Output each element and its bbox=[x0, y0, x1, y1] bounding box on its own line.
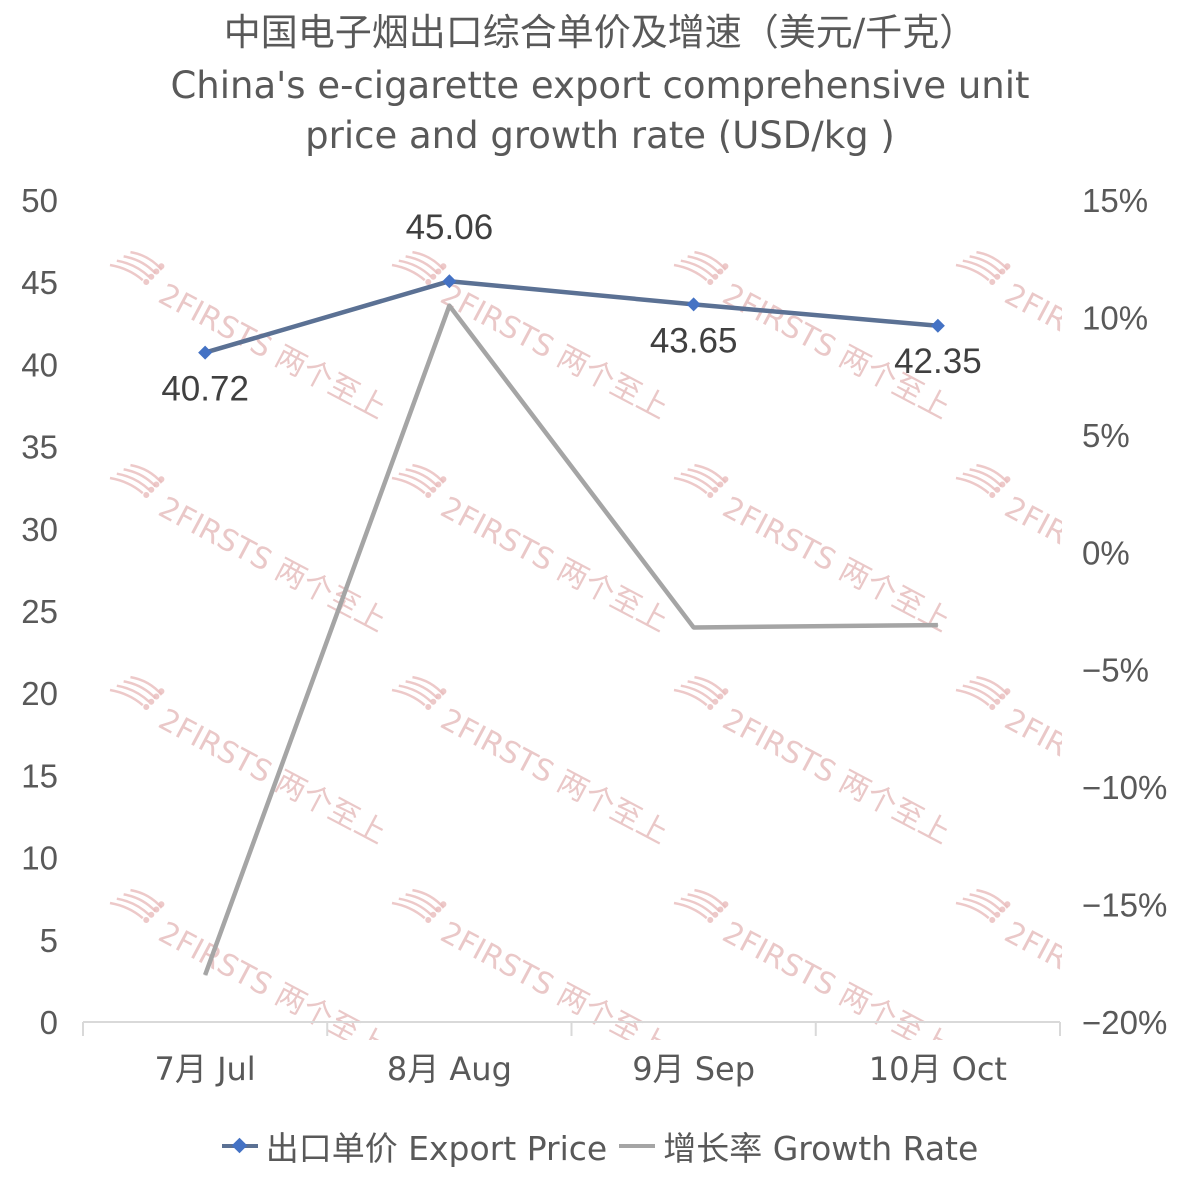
watermark-logo: 2FIRSTS 两个至上 bbox=[955, 250, 1062, 426]
y-left-tick-label: 35 bbox=[21, 429, 58, 466]
legend-label-growth-rate: 增长率 Growth Rate bbox=[663, 1129, 979, 1168]
watermark-logo: 2FIRSTS 两个至上 bbox=[109, 675, 392, 851]
y-right-tick-label: −20% bbox=[1082, 1004, 1167, 1041]
watermark-text: 2FIRSTS 两个至上 bbox=[435, 915, 674, 1064]
y-left-tick-label: 5 bbox=[40, 922, 58, 959]
watermark-text: 2FIRSTS 两个至上 bbox=[435, 702, 674, 851]
data-point-export-price bbox=[442, 274, 457, 289]
data-point-export-price bbox=[198, 345, 213, 360]
y-left-tick-label: 15 bbox=[21, 757, 58, 794]
chart-title-english-line1: China's e-cigarette export comprehensive… bbox=[170, 64, 1030, 107]
watermark-logo: 2FIRSTS 两个至上 bbox=[955, 675, 1062, 851]
watermark-logo: 2FIRSTS 两个至上 bbox=[673, 888, 956, 1064]
y-left-tick-label: 45 bbox=[21, 264, 58, 301]
series-line-export-price bbox=[204, 278, 939, 355]
watermark-logo: 2FIRSTS 两个至上 bbox=[109, 888, 392, 1064]
y-left-tick-label: 30 bbox=[21, 511, 58, 548]
y-right-tick-label: 0% bbox=[1082, 534, 1130, 571]
watermark-text: 2FIRSTS 两个至上 bbox=[999, 915, 1200, 1064]
y-right-tick-label: 5% bbox=[1082, 417, 1130, 454]
watermark-text: 2FIRSTS 两个至上 bbox=[717, 702, 956, 851]
chart-title-english-line2: price and growth rate (USD/kg ) bbox=[305, 114, 895, 157]
data-label-export-price: 45.06 bbox=[406, 208, 494, 247]
watermark-logo: 2FIRSTS 两个至上 bbox=[673, 463, 956, 639]
watermark-text: 2FIRSTS 两个至上 bbox=[717, 915, 956, 1064]
y-right-tick-label: 15% bbox=[1082, 182, 1148, 219]
data-label-export-price: 43.65 bbox=[650, 321, 738, 360]
y-left-tick-label: 20 bbox=[21, 675, 58, 712]
legend-item-export-price: 出口单价 Export Price bbox=[221, 1122, 608, 1170]
watermark-logo: 2FIRSTS 两个至上 bbox=[955, 463, 1062, 639]
y-left-tick-label: 40 bbox=[21, 346, 58, 383]
watermark-logo: 2FIRSTS 两个至上 bbox=[673, 675, 956, 851]
data-point-export-price bbox=[686, 297, 701, 312]
watermark-logo: 2FIRSTS 两个至上 bbox=[391, 250, 674, 426]
x-tick-label: 9月 Sep bbox=[632, 1050, 755, 1088]
data-point-export-price bbox=[930, 318, 945, 333]
legend-label-export-price: 出口单价 Export Price bbox=[265, 1129, 608, 1168]
y-left-tick-label: 0 bbox=[40, 1004, 58, 1041]
y-right-tick-label: −15% bbox=[1082, 887, 1167, 924]
x-tick-label: 7月 Jul bbox=[155, 1050, 256, 1088]
y-right-tick-label: −10% bbox=[1082, 769, 1167, 806]
data-point-growth-rate bbox=[693, 626, 695, 628]
watermark-text: 2FIRSTS 两个至上 bbox=[435, 490, 674, 639]
y-right-tick-label: 10% bbox=[1082, 299, 1148, 336]
y-left-tick-label: 25 bbox=[21, 593, 58, 630]
data-point-growth-rate bbox=[937, 624, 939, 626]
legend-item-growth-rate: 增长率 Growth Rate bbox=[619, 1122, 978, 1170]
watermark-text: 2FIRSTS 两个至上 bbox=[717, 490, 956, 639]
x-tick-label: 8月 Aug bbox=[387, 1050, 512, 1088]
watermark-logo: 2FIRSTS 两个至上 bbox=[109, 463, 392, 639]
data-label-export-price: 42.35 bbox=[894, 342, 982, 381]
x-tick-label: 10月 Oct bbox=[869, 1050, 1007, 1088]
legend-swatch-growth-rate bbox=[619, 1129, 656, 1163]
watermark-text: 2FIRSTS 两个至上 bbox=[153, 915, 392, 1064]
watermark-logo: 2FIRSTS 两个至上 bbox=[391, 888, 674, 1064]
data-point-growth-rate bbox=[448, 305, 450, 307]
series-line-growth-rate bbox=[203, 303, 938, 976]
watermark-logo: 2FIRSTS 两个至上 bbox=[391, 675, 674, 851]
watermark-group: 2FIRSTS 两个至上 2FIRSTS 两个至上 2FIRSTS 两个至上 2FIR… bbox=[109, 250, 1200, 1064]
chart-legend: 出口单价 Export Price 增长率 Growth Rate bbox=[0, 1122, 1200, 1170]
data-label-export-price: 40.72 bbox=[161, 370, 249, 409]
y-right-tick-label: −5% bbox=[1082, 652, 1149, 689]
data-point-growth-rate bbox=[204, 974, 206, 976]
y-left-tick-label: 50 bbox=[21, 182, 58, 219]
watermark-text: 2FIRSTS 两个至上 bbox=[153, 702, 392, 851]
chart-title-chinese: 中国电子烟出口综合单价及增速（美元/千克） bbox=[223, 11, 977, 54]
y-left-tick-label: 10 bbox=[21, 840, 58, 877]
legend-swatch-export-price bbox=[221, 1129, 258, 1163]
